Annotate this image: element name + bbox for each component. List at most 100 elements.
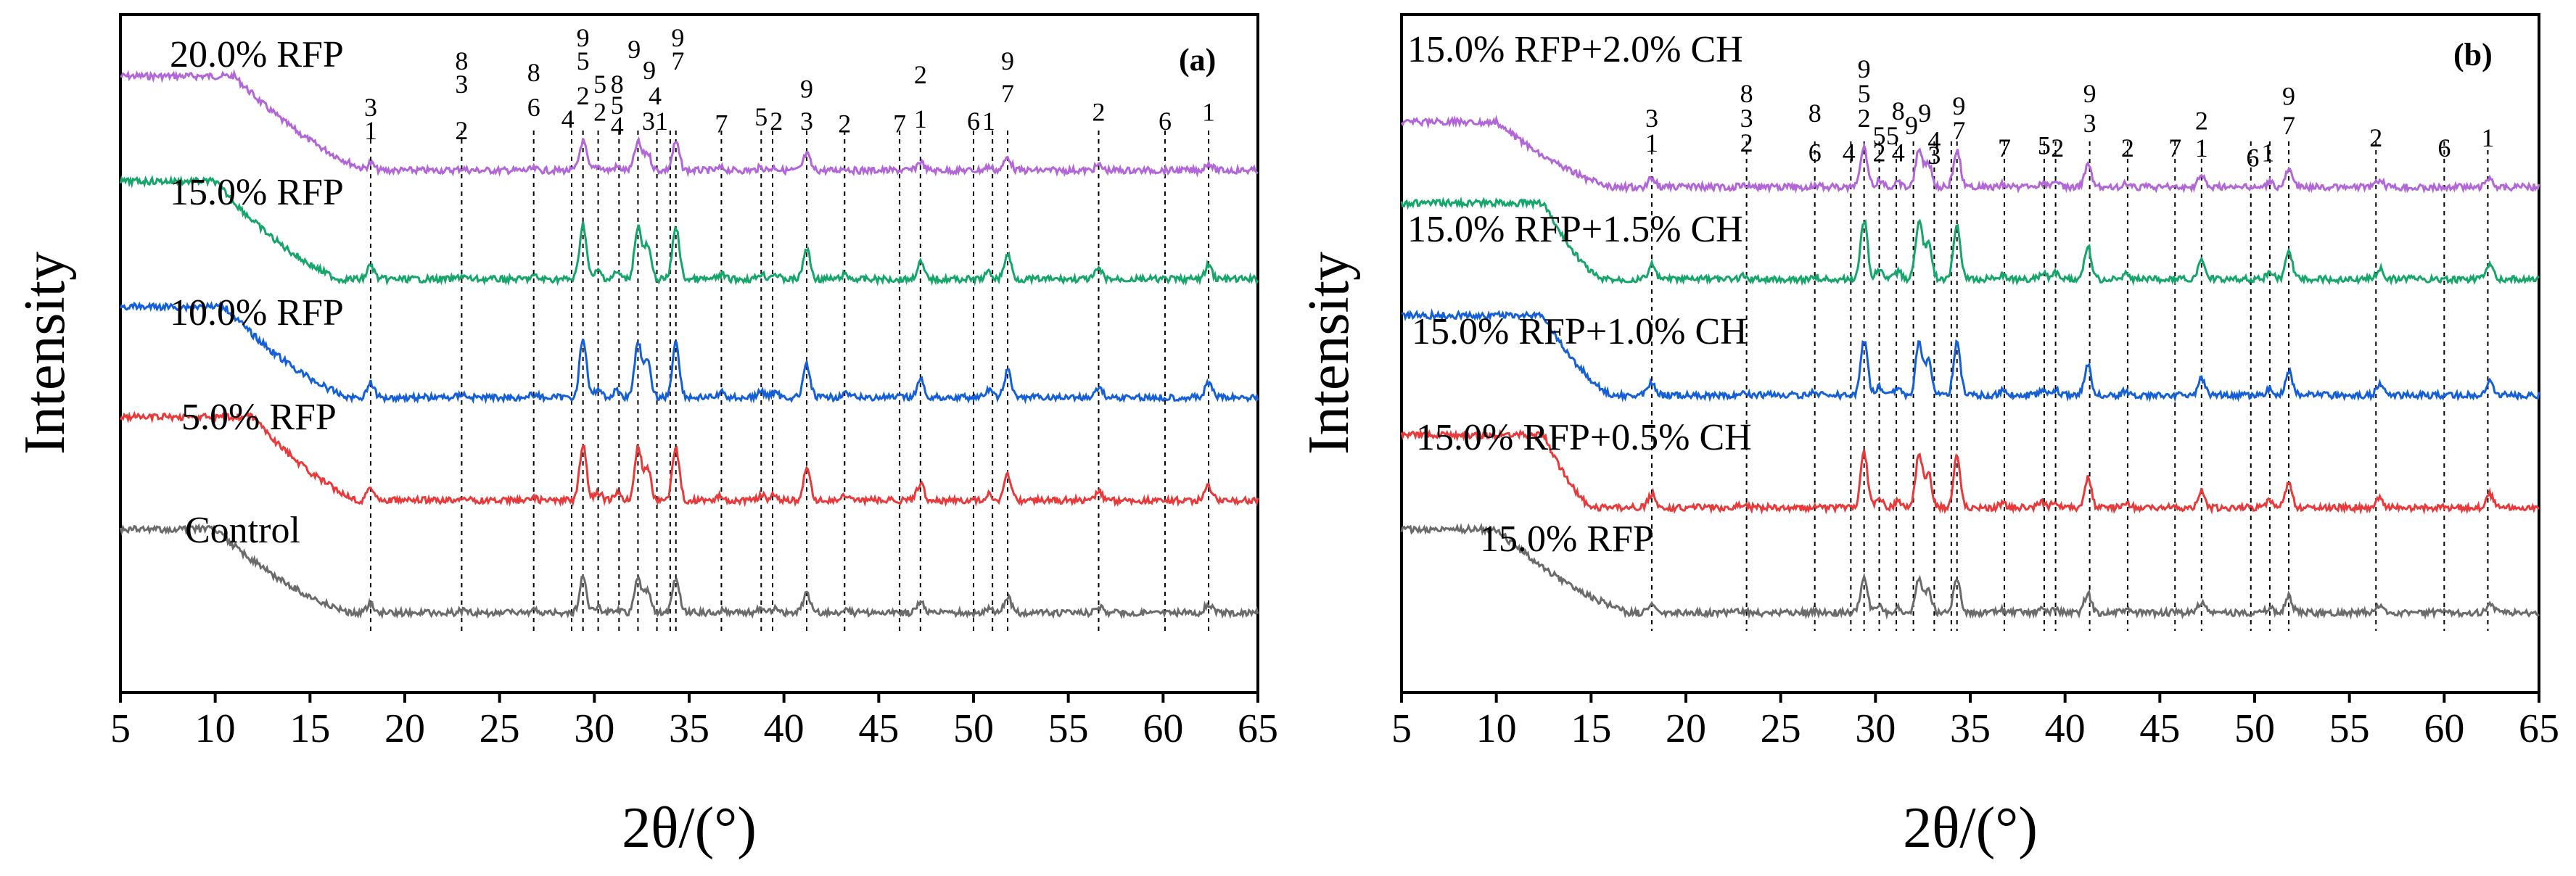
peak-label: 9 <box>1918 99 1931 128</box>
peak-label: 9 <box>671 23 684 52</box>
peak-label: 2 <box>2121 133 2134 162</box>
x-tick-label: 35 <box>1950 706 1991 751</box>
peak-label: 4 <box>1892 139 1905 168</box>
x-tick-label: 20 <box>1666 706 1706 751</box>
peak-label: 5 <box>2038 131 2051 160</box>
peak-label: 2 <box>914 60 927 89</box>
y-axis-label: Intensity <box>13 252 77 455</box>
x-tick-label: 5 <box>110 706 131 751</box>
x-tick-label: 15 <box>289 706 330 751</box>
peak-label: 8 <box>1892 96 1905 125</box>
x-tick-label: 45 <box>2139 706 2180 751</box>
series-trace <box>120 68 1259 178</box>
series-label: Control <box>185 510 300 551</box>
series-label: 15.0% RFP <box>170 172 344 213</box>
series-label: 15.0% RFP <box>1480 518 1654 560</box>
peak-label: 6 <box>2437 133 2451 162</box>
peak-label: 1 <box>982 107 995 136</box>
peak-label: 7 <box>671 46 684 75</box>
peak-label: 8 <box>455 46 468 75</box>
peak-label: 4 <box>1843 139 1856 168</box>
peak-label: 5 <box>611 91 624 120</box>
x-tick-label: 65 <box>1238 706 1278 751</box>
peak-label: 7 <box>2168 133 2181 162</box>
peak-label: 3 <box>1927 141 1941 170</box>
series-trace <box>1400 522 2540 621</box>
peak-label: 7 <box>715 109 728 138</box>
plot-frame-b <box>1400 13 2540 694</box>
peak-label: 7 <box>1001 79 1014 108</box>
series-trace <box>1400 115 2540 194</box>
x-tick-label: 50 <box>2234 706 2275 751</box>
y-axis-label: Intensity <box>1297 252 1361 455</box>
peak-label: 4 <box>561 104 575 133</box>
peak-label: 3 <box>1740 104 1753 133</box>
peak-label: 9 <box>800 74 813 103</box>
peak-label: 6 <box>1808 139 1822 168</box>
x-ticks-b: 5 10 15 20 25 30 35 40 45 50 55 60 65 <box>1391 693 2559 751</box>
x-tick-label: 40 <box>764 706 805 751</box>
peak-label: 1 <box>2195 133 2208 162</box>
peak-label: 8 <box>527 58 540 87</box>
peak-label: 3 <box>455 70 468 99</box>
peak-label: 1 <box>1645 128 1658 157</box>
peak-label: 2 <box>1740 128 1753 157</box>
peak-label: 2 <box>455 116 468 145</box>
x-tick-label: 55 <box>1048 706 1089 751</box>
x-tick-label: 30 <box>574 706 614 751</box>
x-tick-label: 40 <box>2045 706 2086 751</box>
series-trace <box>119 523 1259 620</box>
peak-label: 9 <box>1952 91 1965 120</box>
peak-label: 5 <box>577 46 590 75</box>
x-tick-label: 25 <box>1761 706 1801 751</box>
peak-label: 5 <box>1873 121 1886 150</box>
x-tick-label: 30 <box>1855 706 1896 751</box>
series-label: 15.0% RFP+1.5% CH <box>1407 209 1743 250</box>
series-trace <box>1400 427 2540 516</box>
peak-label: 5 <box>593 70 606 99</box>
series-trace <box>119 174 1259 286</box>
peak-label: 2 <box>1092 97 1105 126</box>
panel-tag: (a) <box>1179 42 1216 78</box>
peak-label: 7 <box>893 109 906 138</box>
x-tick-label: 35 <box>669 706 709 751</box>
peak-label: 5 <box>1886 121 1899 150</box>
x-tick-label: 55 <box>2329 706 2370 751</box>
traces-b <box>1400 115 2540 621</box>
peak-label: 8 <box>1740 79 1753 108</box>
peak-label: 6 <box>1159 107 1172 136</box>
series-trace <box>1400 196 2540 286</box>
peak-label: 9 <box>1905 111 1918 140</box>
peak-label: 4 <box>649 81 662 110</box>
series-label: 15.0% RFP+1.0% CH <box>1412 311 1748 352</box>
peak-label: 2 <box>770 107 783 136</box>
x-tick-label: 50 <box>953 706 994 751</box>
traces-a <box>119 68 1259 620</box>
x-tick-label: 15 <box>1571 706 1611 751</box>
peak-label: 9 <box>1858 54 1871 83</box>
peak-label: 2 <box>577 81 590 110</box>
peak-label: 6 <box>527 93 540 122</box>
peak-label: 2 <box>2051 133 2064 162</box>
series-label: 20.0% RFP <box>170 34 344 75</box>
reference-lines-b <box>1650 141 2489 631</box>
peak-label: 3 <box>1645 104 1658 133</box>
peak-label: 7 <box>1998 133 2011 162</box>
series-label: 5.0% RFP <box>181 397 337 438</box>
reference-lines-a <box>369 131 1210 631</box>
peak-label: 2 <box>2195 106 2208 135</box>
series-trace <box>1401 307 2540 402</box>
series-label: 10.0% RFP <box>170 292 344 334</box>
series-label: 15.0% RFP+0.5% CH <box>1416 417 1752 458</box>
peak-label: 9 <box>2282 81 2295 110</box>
peak-label: 1 <box>914 104 927 133</box>
peak-label: 1 <box>2481 123 2494 152</box>
peak-label: 9 <box>627 35 641 64</box>
peak-label: 2 <box>838 109 851 138</box>
x-tick-label: 60 <box>1143 706 1183 751</box>
peak-label: 2 <box>1858 104 1871 133</box>
plot-frame-a <box>119 13 1259 694</box>
